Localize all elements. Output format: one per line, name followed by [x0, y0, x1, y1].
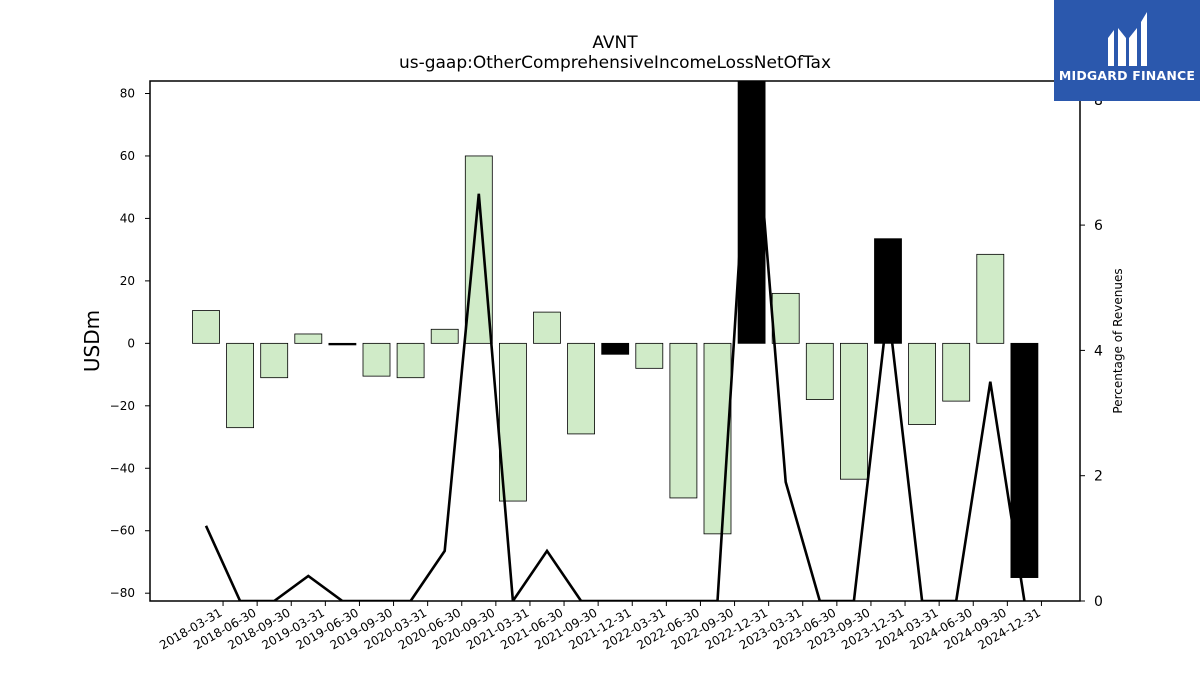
- bar: [601, 342, 630, 355]
- y-tick-label: −80: [110, 586, 135, 600]
- bar: [260, 342, 289, 379]
- bar: [362, 342, 391, 377]
- bar: [328, 342, 357, 346]
- bar: [498, 342, 527, 502]
- bar: [533, 311, 561, 344]
- bar: [669, 342, 698, 499]
- y-tick-label: 80: [120, 86, 135, 100]
- bar: [840, 342, 868, 480]
- y2-axis: 02468: [1080, 93, 1103, 610]
- bar: [567, 342, 595, 435]
- bar: [430, 328, 459, 344]
- x-axis: 2018-03-312018-06-302018-09-302019-03-31…: [157, 601, 1043, 652]
- bar: [192, 310, 220, 344]
- y-tick-label: −40: [110, 461, 135, 475]
- y-axis: −80 −60 −40 −20 0 20 40 60 80: [110, 86, 150, 600]
- bar: [294, 333, 323, 344]
- logo-mark-icon: [1108, 12, 1147, 66]
- y2-axis-label: Percentage of Revenues: [1111, 268, 1125, 413]
- brand-logo: MIDGARD FINANCE: [1054, 0, 1200, 101]
- plot-frame: [149, 80, 1081, 602]
- y-axis-label: USDm: [80, 310, 104, 372]
- bar: [226, 342, 255, 429]
- y2-tick-label: 4: [1094, 343, 1103, 359]
- y-tick-label: 0: [127, 336, 135, 350]
- y2-tick-label: 0: [1094, 594, 1103, 610]
- y-tick-label: 40: [120, 211, 135, 225]
- bars-group: [192, 81, 1039, 578]
- bar: [805, 342, 834, 400]
- logo-text: MIDGARD FINANCE: [1058, 68, 1196, 83]
- bar: [771, 292, 800, 344]
- bar: [396, 342, 425, 379]
- y-tick-label: 20: [120, 274, 135, 288]
- bar: [942, 342, 971, 402]
- y-tick-label: 60: [120, 149, 135, 163]
- chart-title: AVNT: [592, 33, 638, 53]
- y-tick-label: −20: [110, 399, 135, 413]
- y2-tick-label: 6: [1094, 218, 1103, 234]
- chart-subtitle: us-gaap:OtherComprehensiveIncomeLossNetO…: [399, 53, 831, 73]
- bar: [874, 238, 902, 344]
- y2-tick-label: 2: [1094, 469, 1103, 485]
- y-tick-label: −60: [110, 524, 135, 538]
- percentage-line: [204, 81, 1026, 601]
- line-group: [204, 81, 1026, 601]
- bar: [976, 253, 1005, 344]
- bar: [635, 342, 664, 369]
- bar: [908, 342, 936, 425]
